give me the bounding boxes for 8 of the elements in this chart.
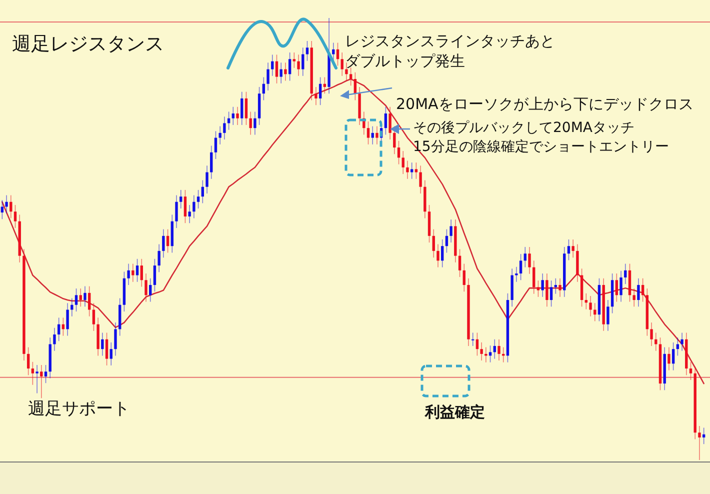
annotation: 週足サポート	[28, 399, 130, 419]
annotation: ダブルトップ発生	[345, 52, 465, 70]
annotation: 20MAをローソクが上から下にデッドクロス	[396, 95, 694, 113]
annotation: レジスタンスラインタッチあと	[345, 32, 555, 50]
annotation: 週足レジスタンス	[12, 33, 164, 55]
annotation: その後プルバックして20MAタッチ	[413, 120, 634, 136]
annotation: 利益確定	[424, 403, 485, 421]
annotation: 15分足の陰線確定でショートエントリー	[413, 139, 669, 155]
